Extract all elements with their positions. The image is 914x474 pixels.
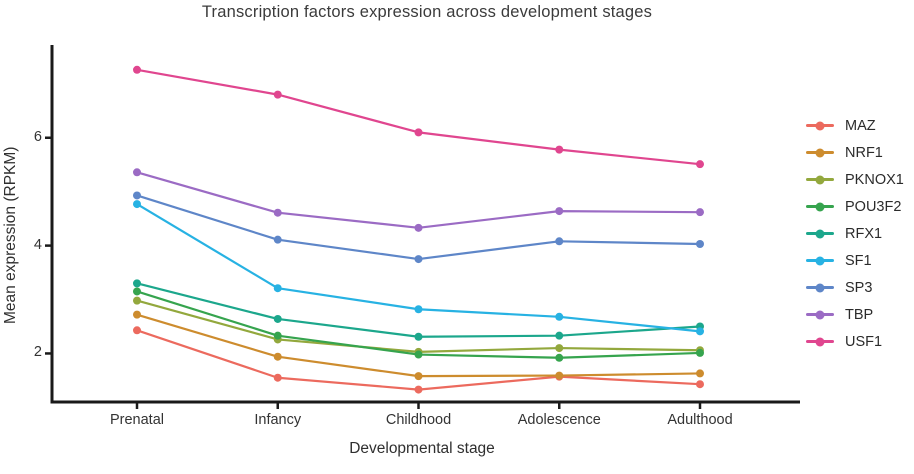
data-point-NRF1 [133,310,141,319]
data-point-RFX1 [133,279,141,288]
legend-label: TBP [845,306,874,323]
legend-dot-icon [815,148,825,157]
chart-title: Transcription factors expression across … [201,3,653,21]
legend-item-TBP: TBP [806,301,904,328]
data-point-SF1 [133,200,141,209]
data-point-MAZ [273,373,282,382]
legend-dot-icon [815,256,825,265]
legend-item-SF1: SF1 [806,247,904,274]
data-point-TBP [696,208,704,217]
data-point-PKNOX1 [555,344,564,353]
legend-label: USF1 [845,333,883,350]
x-tick-label: Prenatal [109,412,164,428]
data-point-NRF1 [414,372,423,381]
data-point-TBP [133,168,141,177]
data-point-USF1 [414,128,423,137]
legend-dot-icon [815,229,825,238]
legend-label: PKNOX1 [845,171,904,188]
y-tick-label: 2 [33,344,42,361]
legend-swatch-icon [806,337,834,346]
legend-dot-icon [815,337,825,346]
data-point-SP3 [555,237,564,246]
data-point-PKNOX1 [133,296,141,305]
legend-label: RFX1 [845,225,883,242]
legend-swatch-icon [806,202,834,211]
data-point-RFX1 [555,331,564,340]
data-point-SP3 [414,255,423,264]
series-line-USF1 [136,68,701,166]
legend-item-PKNOX1: PKNOX1 [806,166,904,193]
data-point-USF1 [133,65,141,74]
data-point-NRF1 [555,371,564,380]
x-tick-label: Infancy [254,412,302,428]
x-tick-label: Adulthood [667,412,733,428]
legend-swatch-icon [806,121,834,130]
series-line-TBP [136,171,701,229]
legend-swatch-icon [806,256,834,265]
data-point-TBP [555,207,564,216]
data-point-SF1 [696,327,704,336]
legend-swatch-icon [806,148,834,157]
data-point-NRF1 [273,352,282,361]
legend-label: POU3F2 [845,198,902,215]
legend-label: SP3 [845,279,873,296]
legend-swatch-icon [806,175,834,184]
data-point-SF1 [273,284,282,293]
data-point-SP3 [133,191,141,200]
legend-dot-icon [815,175,825,184]
data-point-POU3F2 [414,350,423,359]
x-axis-label: Developmental stage [349,440,495,457]
legend-swatch-icon [806,310,834,319]
legend-dot-icon [815,121,825,130]
data-point-NRF1 [696,369,704,378]
data-point-SF1 [555,312,564,321]
data-point-POU3F2 [273,331,282,340]
data-point-MAZ [414,385,423,394]
data-point-MAZ [696,380,704,389]
data-point-POU3F2 [696,348,704,357]
data-point-USF1 [696,160,704,169]
legend-label: MAZ [845,117,876,134]
legend-item-MAZ: MAZ [806,112,904,139]
data-point-TBP [414,223,423,232]
data-point-TBP [273,208,282,217]
y-tick-label: 4 [33,236,42,253]
data-point-SF1 [414,305,423,314]
legend-dot-icon [815,310,825,319]
data-point-SP3 [696,239,704,248]
data-point-RFX1 [414,332,423,341]
x-tick-label: Childhood [385,412,452,428]
legend-label: SF1 [845,252,872,269]
legend-item-POU3F2: POU3F2 [806,193,904,220]
legend-dot-icon [815,283,825,292]
legend-swatch-icon [806,229,834,238]
legend-item-SP3: SP3 [806,274,904,301]
data-point-USF1 [273,90,282,99]
legend-item-RFX1: RFX1 [806,220,904,247]
data-point-MAZ [133,326,141,335]
data-point-USF1 [555,145,564,154]
data-point-SP3 [273,235,282,244]
data-point-POU3F2 [133,287,141,296]
data-point-RFX1 [273,314,282,323]
x-tick-label: Adolescence [517,412,601,428]
legend-item-NRF1: NRF1 [806,139,904,166]
legend: MAZ NRF1 PKNOX1 POU3F2 RFX1 SF1 SP3 TBP USF1 [806,112,904,355]
legend-swatch-icon [806,283,834,292]
legend-item-USF1: USF1 [806,328,904,355]
data-point-POU3F2 [555,353,564,362]
legend-dot-icon [815,202,825,211]
y-tick-label: 6 [33,128,42,145]
legend-label: NRF1 [845,144,883,161]
